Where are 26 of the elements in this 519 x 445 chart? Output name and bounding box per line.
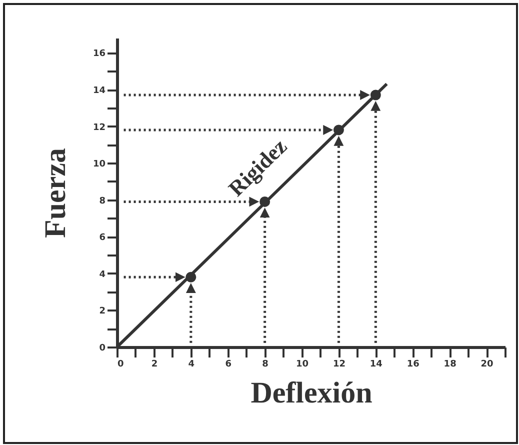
y-tick-label: 0 [99,344,106,354]
y-tick-label: 14 [92,86,106,96]
point [333,124,344,136]
point [186,272,196,282]
x-tick-label: 8 [262,360,268,370]
y-tick-label: 4 [99,270,106,280]
point [260,196,270,207]
x-tick-label: 0 [118,360,124,370]
x-tick-label: 2 [151,360,158,370]
x-tick-label: 14 [370,360,382,370]
y-tick-label: 6 [99,233,106,244]
x-tick-label: 16 [406,360,420,370]
y-tick-label: 2 [99,306,106,317]
x-tick-label: 18 [444,360,456,370]
x-tick-label: 20 [480,360,494,370]
x-axis-title: Deflexión [250,376,373,410]
x-tick-label: 10 [296,360,309,370]
x-tick-label: 6 [225,360,232,370]
x-tick-label: 12 [332,360,346,370]
y-tick-label: 10 [92,160,106,170]
x-tick-label: 4 [188,360,195,370]
y-axis-title: Fuerza [38,148,72,238]
y-tick-label: 16 [92,49,106,60]
y-tick-label: 12 [92,122,106,133]
point [370,90,381,100]
y-tick-label: 8 [99,196,106,206]
